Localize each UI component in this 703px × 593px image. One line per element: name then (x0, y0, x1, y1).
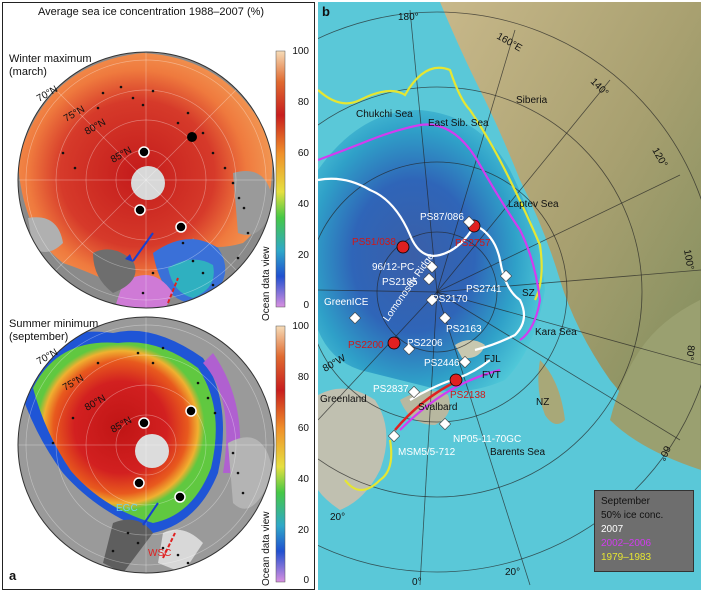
cbar-s-tick-40: 40 (297, 474, 309, 485)
label-east-sib: East Sib. Sea (428, 118, 489, 129)
winter-sub-label: (march) (9, 66, 47, 78)
label-laptev: Laptev Sea (508, 199, 559, 210)
lon-80: 80° (684, 345, 696, 361)
colorbar-title-summer: Ocean data view (261, 511, 272, 587)
station-ps2206 (402, 342, 416, 356)
cbar-w-tick-100: 100 (292, 46, 309, 57)
ice-edge-legend: September 50% ice conc. 2007 2002–2006 1… (594, 490, 694, 572)
station-ps51-038 (396, 240, 410, 254)
ice-edge-2002-2006 (318, 123, 542, 341)
label-ps2757: PS2757 (455, 238, 491, 249)
label-chukchi: Chukchi Sea (356, 109, 413, 120)
egc-label: EGC (116, 503, 138, 514)
colorbar-winter (275, 50, 286, 308)
label-ps2741: PS2741 (466, 284, 502, 295)
cbar-w-tick-80: 80 (297, 97, 309, 108)
label-nz: NZ (536, 397, 549, 408)
lon-180: 180° (398, 12, 419, 23)
label-ps2200: PS2200 (348, 340, 384, 351)
legend-entry-1979-1983: 1979–1983 (601, 552, 652, 563)
cbar-w-tick-60: 60 (297, 148, 309, 159)
wsc-arrow-winter (167, 277, 179, 304)
label-ps51-038: PS51/038 (352, 237, 396, 248)
label-greenland: Greenland (320, 394, 367, 405)
wsc-current (394, 380, 456, 431)
greenland-land (318, 388, 387, 510)
panel-b-letter: b (322, 4, 330, 19)
label-ps2837: PS2837 (373, 384, 409, 395)
winter-label: Winter maximum (9, 53, 92, 65)
cbar-w-tick-40: 40 (297, 199, 309, 210)
panel-a-letter: a (9, 568, 17, 583)
graticule (318, 9, 701, 586)
label-ps2446: PS2446 (424, 358, 460, 369)
summer-sub-label: (september) (9, 331, 69, 343)
summer-map (18, 317, 274, 573)
cbar-w-tick-0: 0 (303, 300, 309, 311)
wsc-label: WSC (148, 548, 171, 559)
label-96-12-pc: 96/12-PC (372, 262, 414, 273)
legend-entry-2007: 2007 (601, 524, 624, 535)
station-ps2837 (407, 385, 421, 399)
station-ps2170 (425, 293, 439, 307)
egc-arrow-summer (142, 502, 159, 526)
lon-100: 100° (681, 249, 695, 271)
cbar-w-tick-20: 20 (297, 250, 309, 261)
egc-arrow-winter (132, 232, 154, 262)
label-fjl: FJL (484, 354, 501, 365)
lon-0: 0° (412, 577, 422, 588)
ice-edge-1979-1983 (318, 66, 543, 301)
station-ps2446 (458, 355, 472, 369)
label-sz: SZ (522, 288, 535, 299)
station-msm5-5-712 (387, 429, 401, 443)
label-barents: Barents Sea (490, 447, 545, 458)
station-ps2185 (422, 272, 436, 286)
label-ps2138: PS2138 (450, 390, 486, 401)
label-ps2185: PS2185 (382, 277, 418, 288)
cbar-s-tick-100: 100 (292, 321, 309, 332)
panel-a-title: Average sea ice concentration 1988–2007 … (38, 6, 265, 18)
label-msm5-5-712: MSM5/5-712 (398, 447, 456, 458)
label-greenice: GreenICE (324, 297, 369, 308)
station-ps87-086 (462, 215, 476, 229)
wsc-arrow-summer (162, 532, 176, 559)
label-svalbard: Svalbard (418, 402, 457, 413)
station-greenice (348, 311, 362, 325)
station-ps2163 (438, 311, 452, 325)
cbar-s-tick-20: 20 (297, 525, 309, 536)
label-ps2170: PS2170 (432, 294, 468, 305)
lon-20e: 20° (505, 567, 520, 578)
label-fvt: FVT (482, 370, 501, 381)
legend-entry-2002-2006: 2002–2006 (601, 538, 652, 549)
colorbar-summer (275, 325, 286, 583)
label-np05-11-70gc: NP05-11-70GC (453, 434, 521, 445)
winter-map (18, 52, 274, 308)
station-ps2200 (387, 336, 401, 350)
legend-subtitle: 50% ice conc. (601, 510, 664, 521)
station-96-12-pc (425, 260, 439, 274)
nz-land (538, 360, 565, 424)
cbar-s-tick-0: 0 (303, 575, 309, 586)
label-siberia: Siberia (516, 95, 548, 106)
cbar-s-tick-80: 80 (297, 372, 309, 383)
label-kara: Kara Sea (535, 327, 577, 338)
panel-a-maps: 70°N 75°N 80°N 85°N (17, 50, 286, 583)
colorbar-title-winter: Ocean data view (261, 246, 272, 322)
label-ps2163: PS2163 (446, 324, 482, 335)
label-ps2206: PS2206 (407, 338, 443, 349)
station-np05-11-70gc (438, 417, 452, 431)
panel-a: Average sea ice concentration 1988–2007 … (2, 2, 315, 590)
lon-20w: 20° (330, 512, 345, 523)
station-ps2138 (449, 373, 463, 387)
summer-label: Summer minimum (9, 318, 99, 330)
siberia-land (440, 2, 701, 470)
legend-title: September (601, 496, 650, 507)
station-ps2741 (499, 269, 513, 283)
cbar-s-tick-60: 60 (297, 423, 309, 434)
label-ps87-086: PS87/086 (420, 212, 464, 223)
